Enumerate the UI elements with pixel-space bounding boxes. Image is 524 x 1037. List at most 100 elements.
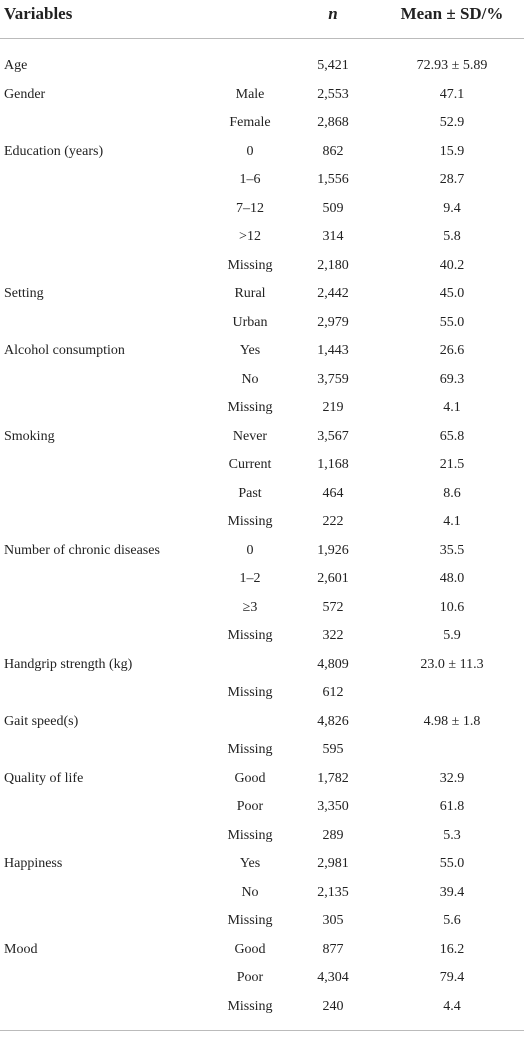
n-cell: 1,168 — [317, 457, 349, 472]
group-cell: Poor — [236, 799, 264, 814]
n-cell: 509 — [322, 200, 344, 216]
n-cell: 322 — [322, 628, 344, 643]
n-cell: 3,759 — [317, 371, 349, 387]
group-cell: No — [241, 884, 259, 900]
n-cell: 4,826 — [317, 713, 349, 729]
value-cell: 28.7 — [439, 172, 465, 187]
group-cell: Past — [238, 485, 262, 501]
group-cell: Missing — [227, 628, 273, 643]
group-cell: Yes — [239, 856, 261, 871]
header-mean: Mean ± SD/% — [400, 4, 504, 23]
value-cell: 5.3 — [443, 827, 461, 843]
group-cell: Missing — [227, 827, 273, 843]
value-cell: 4.98 ± 1.8 — [423, 713, 481, 729]
value-cell: 4.4 — [443, 998, 461, 1014]
value-cell: 79.4 — [439, 970, 465, 985]
group-cell: Missing — [227, 685, 273, 700]
group-cell: Missing — [227, 998, 273, 1014]
header-rule — [0, 38, 524, 39]
group-cell: Good — [234, 770, 266, 786]
variable-cell: Quality of life — [4, 770, 84, 786]
n-cell: 572 — [322, 599, 344, 615]
n-cell: 2,979 — [317, 314, 349, 330]
n-cell: 862 — [322, 143, 344, 159]
n-cell: 3,567 — [317, 428, 349, 444]
n-cell: 4,304 — [317, 970, 349, 985]
n-cell: 2,601 — [317, 571, 349, 586]
variable-cell: Smoking — [4, 428, 55, 444]
variable-cell: Number of chronic diseases — [4, 542, 160, 558]
n-cell: 3,350 — [317, 799, 349, 814]
value-cell: 4.1 — [443, 514, 461, 529]
group-cell: >12 — [239, 229, 261, 244]
variable-cell: Handgrip strength (kg) — [4, 656, 133, 672]
n-cell: 1,556 — [317, 172, 349, 187]
value-cell: 47.1 — [439, 86, 465, 102]
header-n: n — [328, 4, 338, 23]
group-cell: No — [241, 371, 259, 387]
value-cell: 32.9 — [439, 770, 465, 786]
group-cell: Yes — [239, 343, 261, 358]
n-cell: 289 — [322, 827, 344, 843]
value-cell: 55.0 — [439, 856, 465, 871]
value-cell: 5.6 — [443, 913, 461, 928]
n-cell: 877 — [322, 941, 344, 957]
value-cell: 48.0 — [439, 571, 465, 586]
n-cell: 240 — [322, 998, 344, 1014]
value-cell: 55.0 — [439, 314, 465, 330]
variable-cell: Setting — [4, 286, 44, 301]
group-cell: 7–12 — [236, 200, 264, 216]
n-cell: 219 — [322, 400, 344, 415]
value-cell: 61.8 — [439, 799, 465, 814]
group-cell: Good — [234, 941, 266, 957]
value-cell: 40.2 — [439, 257, 465, 273]
n-cell: 2,868 — [317, 115, 349, 130]
value-cell: 15.9 — [439, 143, 465, 159]
group-cell: Female — [229, 115, 271, 130]
value-cell: 4.1 — [443, 400, 461, 415]
value-cell: 21.5 — [439, 457, 465, 472]
value-cell: 5.8 — [443, 229, 461, 244]
group-cell: Missing — [227, 913, 273, 928]
value-cell: 52.9 — [439, 115, 465, 130]
value-cell: 5.9 — [443, 628, 461, 643]
n-cell: 314 — [322, 229, 344, 244]
variable-cell: Happiness — [4, 856, 63, 871]
n-cell: 222 — [322, 514, 344, 529]
group-cell: Missing — [227, 257, 273, 273]
variable-cell: Age — [4, 58, 28, 73]
variable-cell: Mood — [4, 941, 38, 957]
value-cell: 10.6 — [439, 599, 465, 615]
variable-cell: Gender — [4, 86, 46, 102]
n-cell: 2,981 — [317, 856, 349, 871]
value-cell: 9.4 — [443, 200, 461, 216]
group-cell: Missing — [227, 742, 273, 757]
group-cell: Poor — [236, 970, 264, 985]
value-cell: 16.2 — [439, 941, 465, 957]
value-cell: 45.0 — [439, 286, 465, 301]
group-cell: Current — [228, 457, 272, 472]
group-cell: Missing — [227, 514, 273, 529]
group-cell: Never — [232, 428, 268, 444]
value-cell: 8.6 — [443, 485, 461, 501]
n-cell: 2,180 — [317, 257, 349, 273]
group-cell: Missing — [227, 400, 273, 415]
n-cell: 5,421 — [317, 58, 349, 73]
value-cell: 65.8 — [439, 428, 465, 444]
n-cell: 1,443 — [317, 343, 349, 358]
group-cell: 1–2 — [239, 571, 261, 586]
n-cell: 4,809 — [317, 656, 349, 672]
group-cell: 0 — [246, 143, 254, 159]
n-cell: 2,442 — [317, 286, 349, 301]
group-cell: ≥3 — [242, 599, 258, 615]
header-variables: Variables — [4, 4, 73, 23]
n-cell: 1,926 — [317, 542, 349, 558]
value-cell: 39.4 — [439, 884, 465, 900]
bottom-rule — [0, 1030, 524, 1031]
n-cell: 1,782 — [317, 770, 349, 786]
variable-cell: Gait speed(s) — [4, 713, 79, 729]
group-cell: 1–6 — [239, 172, 261, 187]
group-cell: Urban — [232, 314, 268, 330]
value-cell: 35.5 — [439, 542, 465, 558]
